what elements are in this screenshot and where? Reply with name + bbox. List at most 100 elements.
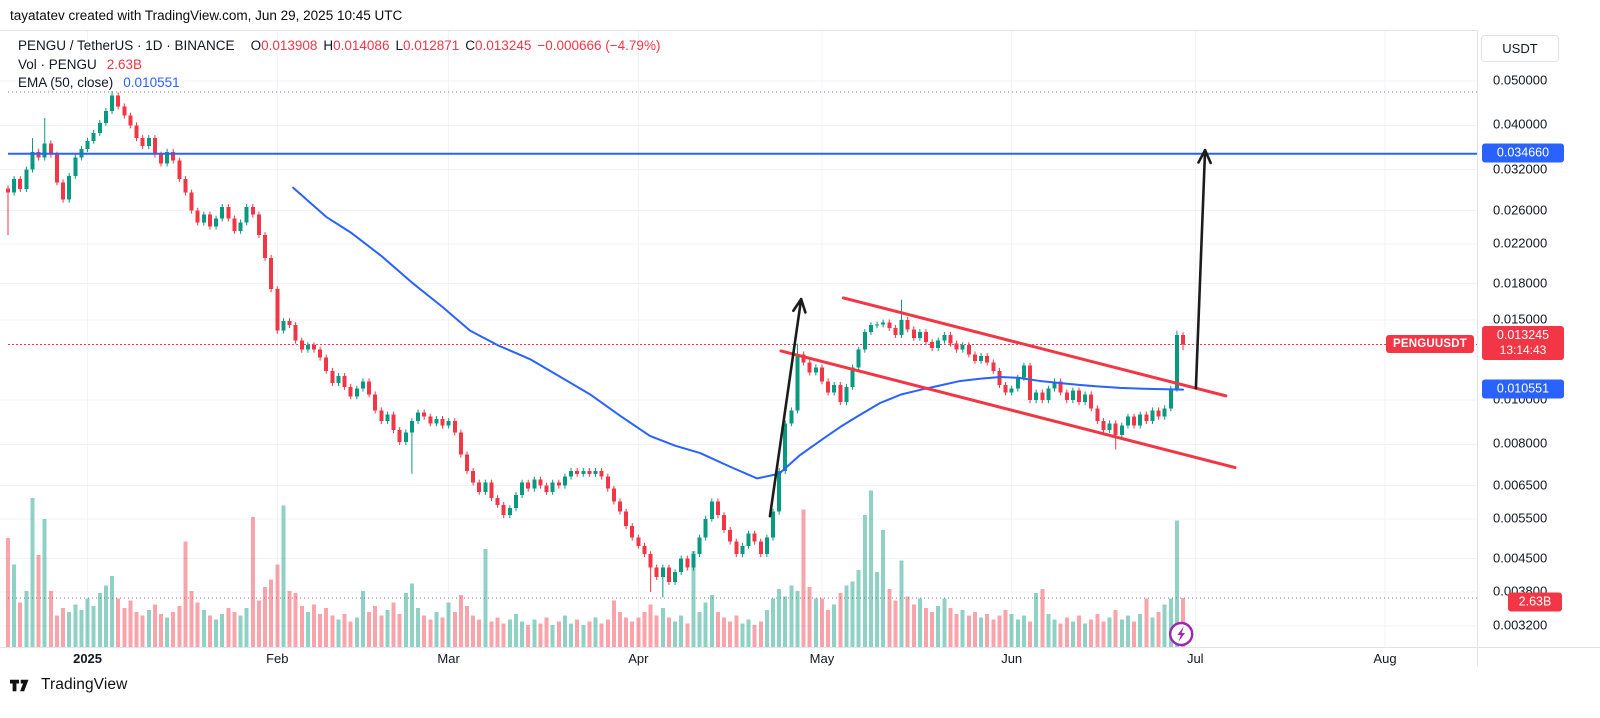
volume-bar bbox=[948, 608, 953, 648]
candle-body bbox=[54, 154, 59, 183]
close-value: 0.013245 bbox=[475, 38, 532, 53]
volume-bar bbox=[691, 551, 696, 648]
volume-bar bbox=[220, 613, 225, 648]
candle-body bbox=[642, 545, 647, 555]
volume-bar bbox=[777, 589, 782, 648]
candle-body bbox=[544, 485, 549, 492]
candle-body bbox=[226, 206, 231, 219]
tradingview-logo-text[interactable]: TradingView bbox=[41, 676, 128, 693]
candle-body bbox=[795, 354, 800, 411]
candle-body bbox=[581, 470, 586, 474]
ema-title: EMA (50, close) bbox=[18, 75, 114, 90]
volume-bar bbox=[18, 602, 23, 648]
candle-body bbox=[305, 345, 310, 350]
candle-body bbox=[868, 325, 873, 333]
volume-bar bbox=[532, 619, 537, 648]
volume-bar bbox=[960, 610, 965, 648]
volume-bar bbox=[807, 587, 812, 648]
volume-bar bbox=[342, 613, 347, 648]
volume-bar bbox=[1040, 589, 1045, 648]
volume-bar bbox=[630, 621, 635, 648]
change-value: −0.000666 (−4.79%) bbox=[537, 38, 661, 53]
candle-body bbox=[299, 340, 304, 350]
volume-bar bbox=[679, 615, 684, 648]
volume-bar bbox=[520, 621, 525, 648]
volume-bar bbox=[666, 617, 671, 648]
candle-body bbox=[391, 414, 396, 431]
candle-body bbox=[532, 479, 537, 489]
volume-bar bbox=[465, 606, 469, 648]
volume-bar bbox=[997, 615, 1002, 648]
candle-body bbox=[220, 206, 225, 219]
candle-body bbox=[91, 132, 96, 141]
time-axis-label-feb: Feb bbox=[266, 651, 289, 666]
candle-body bbox=[630, 526, 635, 538]
ema-legend-row[interactable]: EMA (50, close) 0.010551 bbox=[18, 74, 660, 93]
volume-bar bbox=[636, 617, 641, 648]
volume-legend-row[interactable]: Vol · PENGU 2.63B bbox=[18, 56, 660, 75]
volume-bar bbox=[856, 570, 861, 648]
candle-body bbox=[348, 386, 353, 397]
candle-body bbox=[12, 179, 17, 193]
volume-bar bbox=[789, 585, 794, 648]
channel-lower-trendline[interactable] bbox=[779, 349, 1237, 470]
open-label: O bbox=[250, 38, 262, 53]
volume-bar bbox=[819, 598, 824, 648]
volume-bar bbox=[409, 583, 414, 648]
volume-bar bbox=[30, 497, 35, 648]
candle-body bbox=[728, 529, 733, 542]
price-tick-label: 0.015000 bbox=[1493, 311, 1548, 327]
ema-price-badge: 0.010551 bbox=[1482, 379, 1564, 399]
open-value: 0.013908 bbox=[261, 38, 318, 53]
volume-bar bbox=[624, 617, 629, 648]
candle-body bbox=[1070, 390, 1075, 401]
volume-bar bbox=[550, 625, 555, 648]
volume-bar bbox=[648, 604, 653, 648]
candle-body bbox=[856, 349, 861, 368]
tradingview-logo-icon[interactable] bbox=[10, 677, 33, 694]
candle-body bbox=[42, 143, 47, 158]
volume-bar bbox=[379, 615, 384, 648]
volume-bar bbox=[697, 611, 702, 648]
candle-body bbox=[777, 470, 782, 512]
candle-body bbox=[734, 541, 739, 555]
volume-bar bbox=[128, 600, 133, 648]
symbol-title: PENGU / TetherUS · 1D · BINANCE bbox=[18, 38, 235, 53]
chart-canvas[interactable] bbox=[0, 31, 1477, 648]
candle-body bbox=[850, 367, 855, 387]
channel-upper-trendline[interactable] bbox=[841, 296, 1228, 398]
candle-body bbox=[875, 324, 880, 326]
volume-bar bbox=[758, 621, 763, 648]
volume-bar bbox=[1138, 613, 1143, 648]
currency-toggle-button[interactable]: USDT bbox=[1481, 35, 1559, 62]
candle-body bbox=[373, 394, 378, 411]
volume-bar bbox=[538, 623, 543, 648]
candle-body bbox=[73, 157, 78, 176]
arrow-line-1[interactable] bbox=[768, 297, 803, 518]
candle-body bbox=[789, 410, 794, 424]
volume-bar bbox=[575, 619, 580, 648]
volume-bar bbox=[434, 611, 439, 648]
candle-body bbox=[587, 470, 592, 474]
time-axis[interactable]: 2025 Feb Mar Apr May Jun Jul Aug bbox=[0, 647, 1600, 667]
price-axis[interactable]: USDT 0.050000 0.040000 0.032000 0.026000 0.0… bbox=[1477, 30, 1600, 647]
candle-body bbox=[214, 218, 219, 227]
candle-body bbox=[758, 541, 763, 555]
volume-bar bbox=[318, 613, 323, 648]
candle-body bbox=[1119, 425, 1124, 435]
candle-body bbox=[483, 482, 488, 492]
arrow-line-2[interactable] bbox=[1194, 148, 1207, 390]
price-tick-label: 0.022000 bbox=[1493, 235, 1548, 251]
candle-body bbox=[140, 138, 145, 147]
volume-bar bbox=[642, 611, 647, 648]
volume-bar bbox=[685, 623, 690, 648]
volume-bar bbox=[526, 625, 531, 648]
candle-body bbox=[452, 421, 457, 433]
volume-bar bbox=[746, 619, 751, 648]
candle-body bbox=[618, 501, 622, 512]
volume-bar bbox=[226, 608, 231, 648]
candle-body bbox=[1003, 384, 1008, 393]
candle-body bbox=[1052, 381, 1057, 389]
candle-body bbox=[385, 414, 390, 422]
symbol-legend-row[interactable]: PENGU / TetherUS · 1D · BINANCE O0.013908… bbox=[18, 37, 660, 56]
